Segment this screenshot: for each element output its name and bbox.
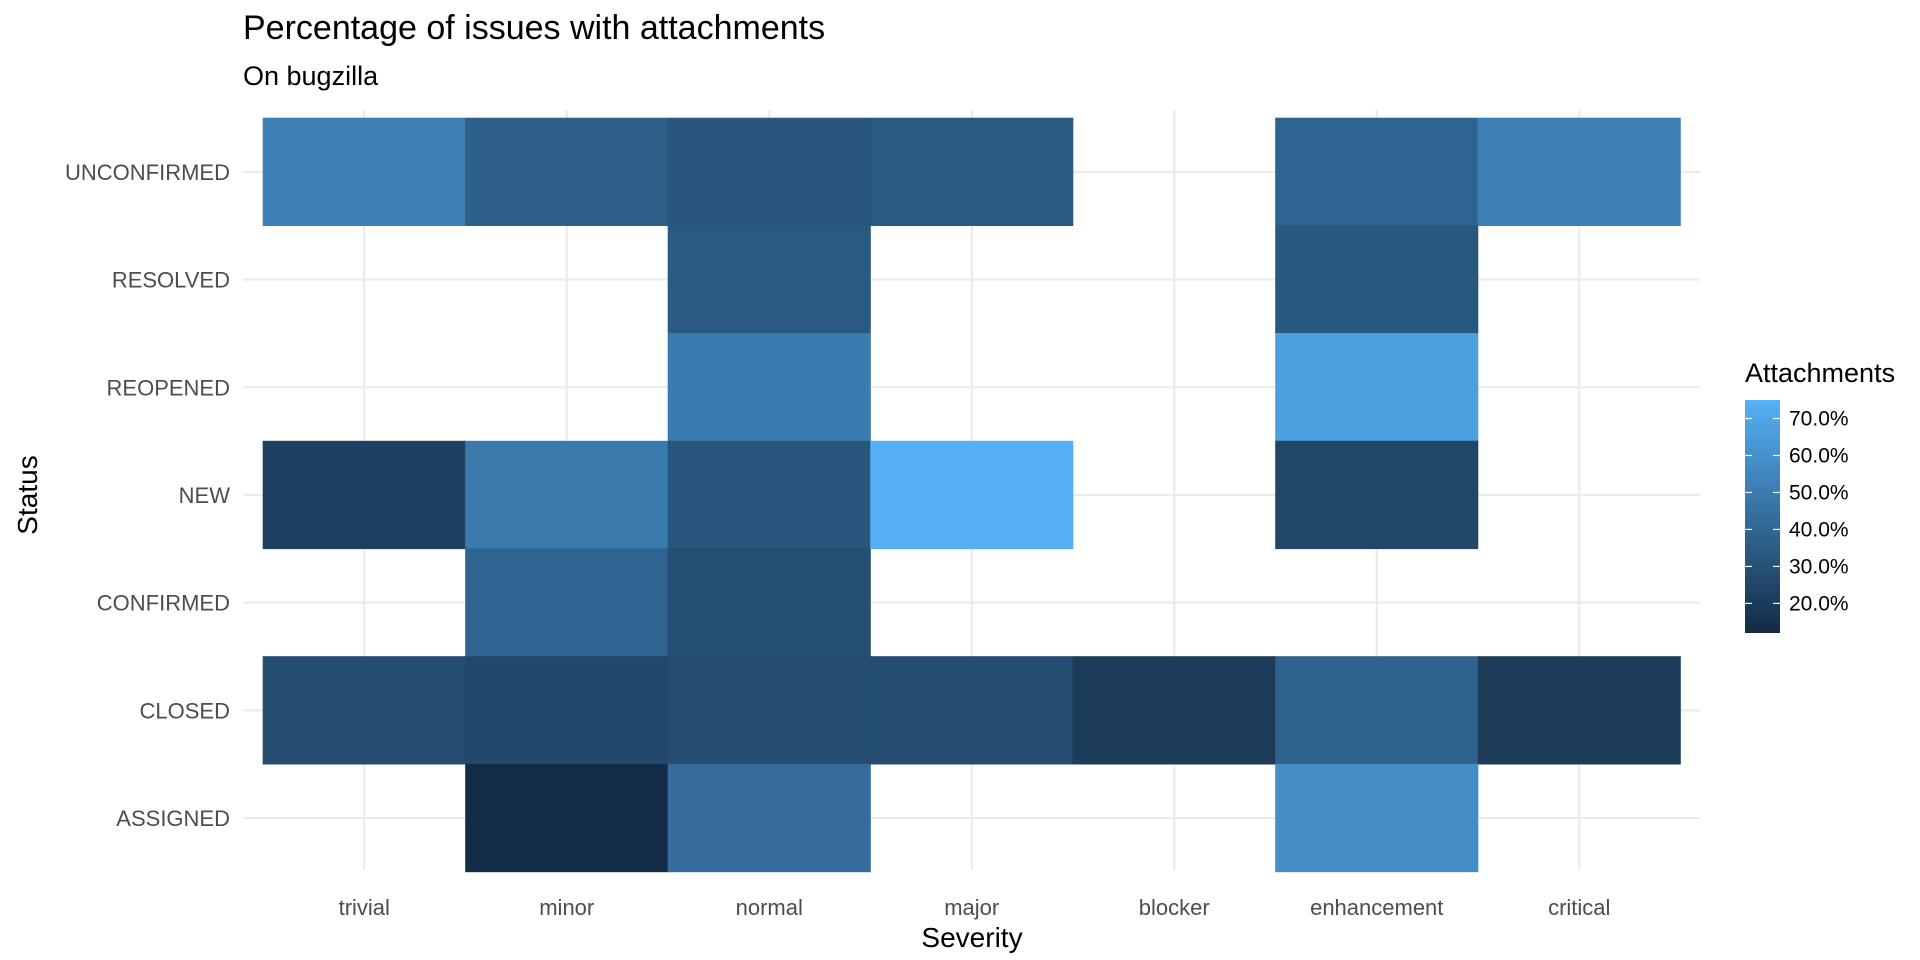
heatmap-cell [870, 440, 1074, 550]
legend-title: Attachments [1745, 358, 1895, 388]
heatmap-cell [465, 763, 669, 873]
chart-subtitle: On bugzilla [243, 61, 379, 91]
x-tick-label: blocker [1139, 895, 1210, 920]
heatmap-cells [262, 117, 1681, 873]
y-tick-label: REOPENED [107, 375, 230, 400]
y-tick-label: NEW [179, 483, 231, 508]
y-tick-label: ASSIGNED [116, 806, 230, 831]
heatmap-cell [1275, 440, 1479, 550]
chart-title: Percentage of issues with attachments [243, 9, 825, 47]
heatmap-cell [262, 440, 466, 550]
legend-ticks: 70.0% 60.0% 50.0% 40.0% 30.0% 20.0% [1745, 407, 1849, 615]
x-tick-label: minor [539, 895, 594, 920]
legend-tick-label: 70.0% [1789, 407, 1849, 430]
heatmap-cell [1477, 656, 1681, 765]
heatmap-cell [1477, 117, 1681, 226]
legend-tick-label: 40.0% [1789, 518, 1849, 541]
heatmap-cell [870, 117, 1074, 226]
legend-colorbar [1745, 400, 1780, 633]
legend-tick-label: 60.0% [1789, 444, 1849, 467]
heatmap-cell [465, 548, 669, 657]
heatmap-cell [262, 656, 466, 765]
x-tick-label: major [944, 895, 999, 920]
heatmap-cell [1275, 225, 1479, 334]
y-tick-label: UNCONFIRMED [65, 160, 230, 185]
y-tick-label: RESOLVED [112, 268, 230, 293]
heatmap-cell [1275, 656, 1479, 765]
y-axis-ticks: UNCONFIRMED RESOLVED REOPENED NEW CONFIRMED C… [65, 160, 230, 831]
legend-tick-label: 30.0% [1789, 555, 1849, 578]
heatmap-cell [1275, 333, 1479, 442]
heatmap-cell [465, 440, 669, 550]
heatmap-cell [1275, 117, 1479, 226]
x-tick-label: critical [1548, 895, 1610, 920]
heatmap-cell [870, 656, 1074, 765]
heatmap-cell [667, 440, 871, 550]
y-axis-title: Status [12, 455, 43, 534]
legend-tick-label: 50.0% [1789, 481, 1849, 504]
heatmap-cell [667, 117, 871, 226]
heatmap-cell [667, 548, 871, 657]
heatmap-cell [465, 656, 669, 765]
heatmap-cell [667, 656, 871, 765]
y-tick-label: CONFIRMED [97, 591, 230, 616]
heatmap-cell [667, 225, 871, 334]
x-tick-label: normal [736, 895, 803, 920]
heatmap-cell [262, 117, 466, 226]
heatmap-cell [667, 333, 871, 442]
x-axis-ticks: trivial minor normal major blocker enhancemen… [339, 895, 1611, 920]
x-tick-label: enhancement [1310, 895, 1443, 920]
color-legend: Attachments 70.0% 60.0% 50.0% 40.0% 30.0% 20.… [1745, 358, 1895, 633]
heatmap-cell [1072, 656, 1276, 765]
x-tick-label: trivial [339, 895, 390, 920]
heatmap-cell [667, 763, 871, 873]
heatmap-cell [465, 117, 669, 226]
legend-tick-label: 20.0% [1789, 592, 1849, 615]
x-axis-title: Severity [921, 922, 1022, 953]
heatmap-cell [1275, 763, 1479, 873]
y-tick-label: CLOSED [140, 698, 230, 723]
